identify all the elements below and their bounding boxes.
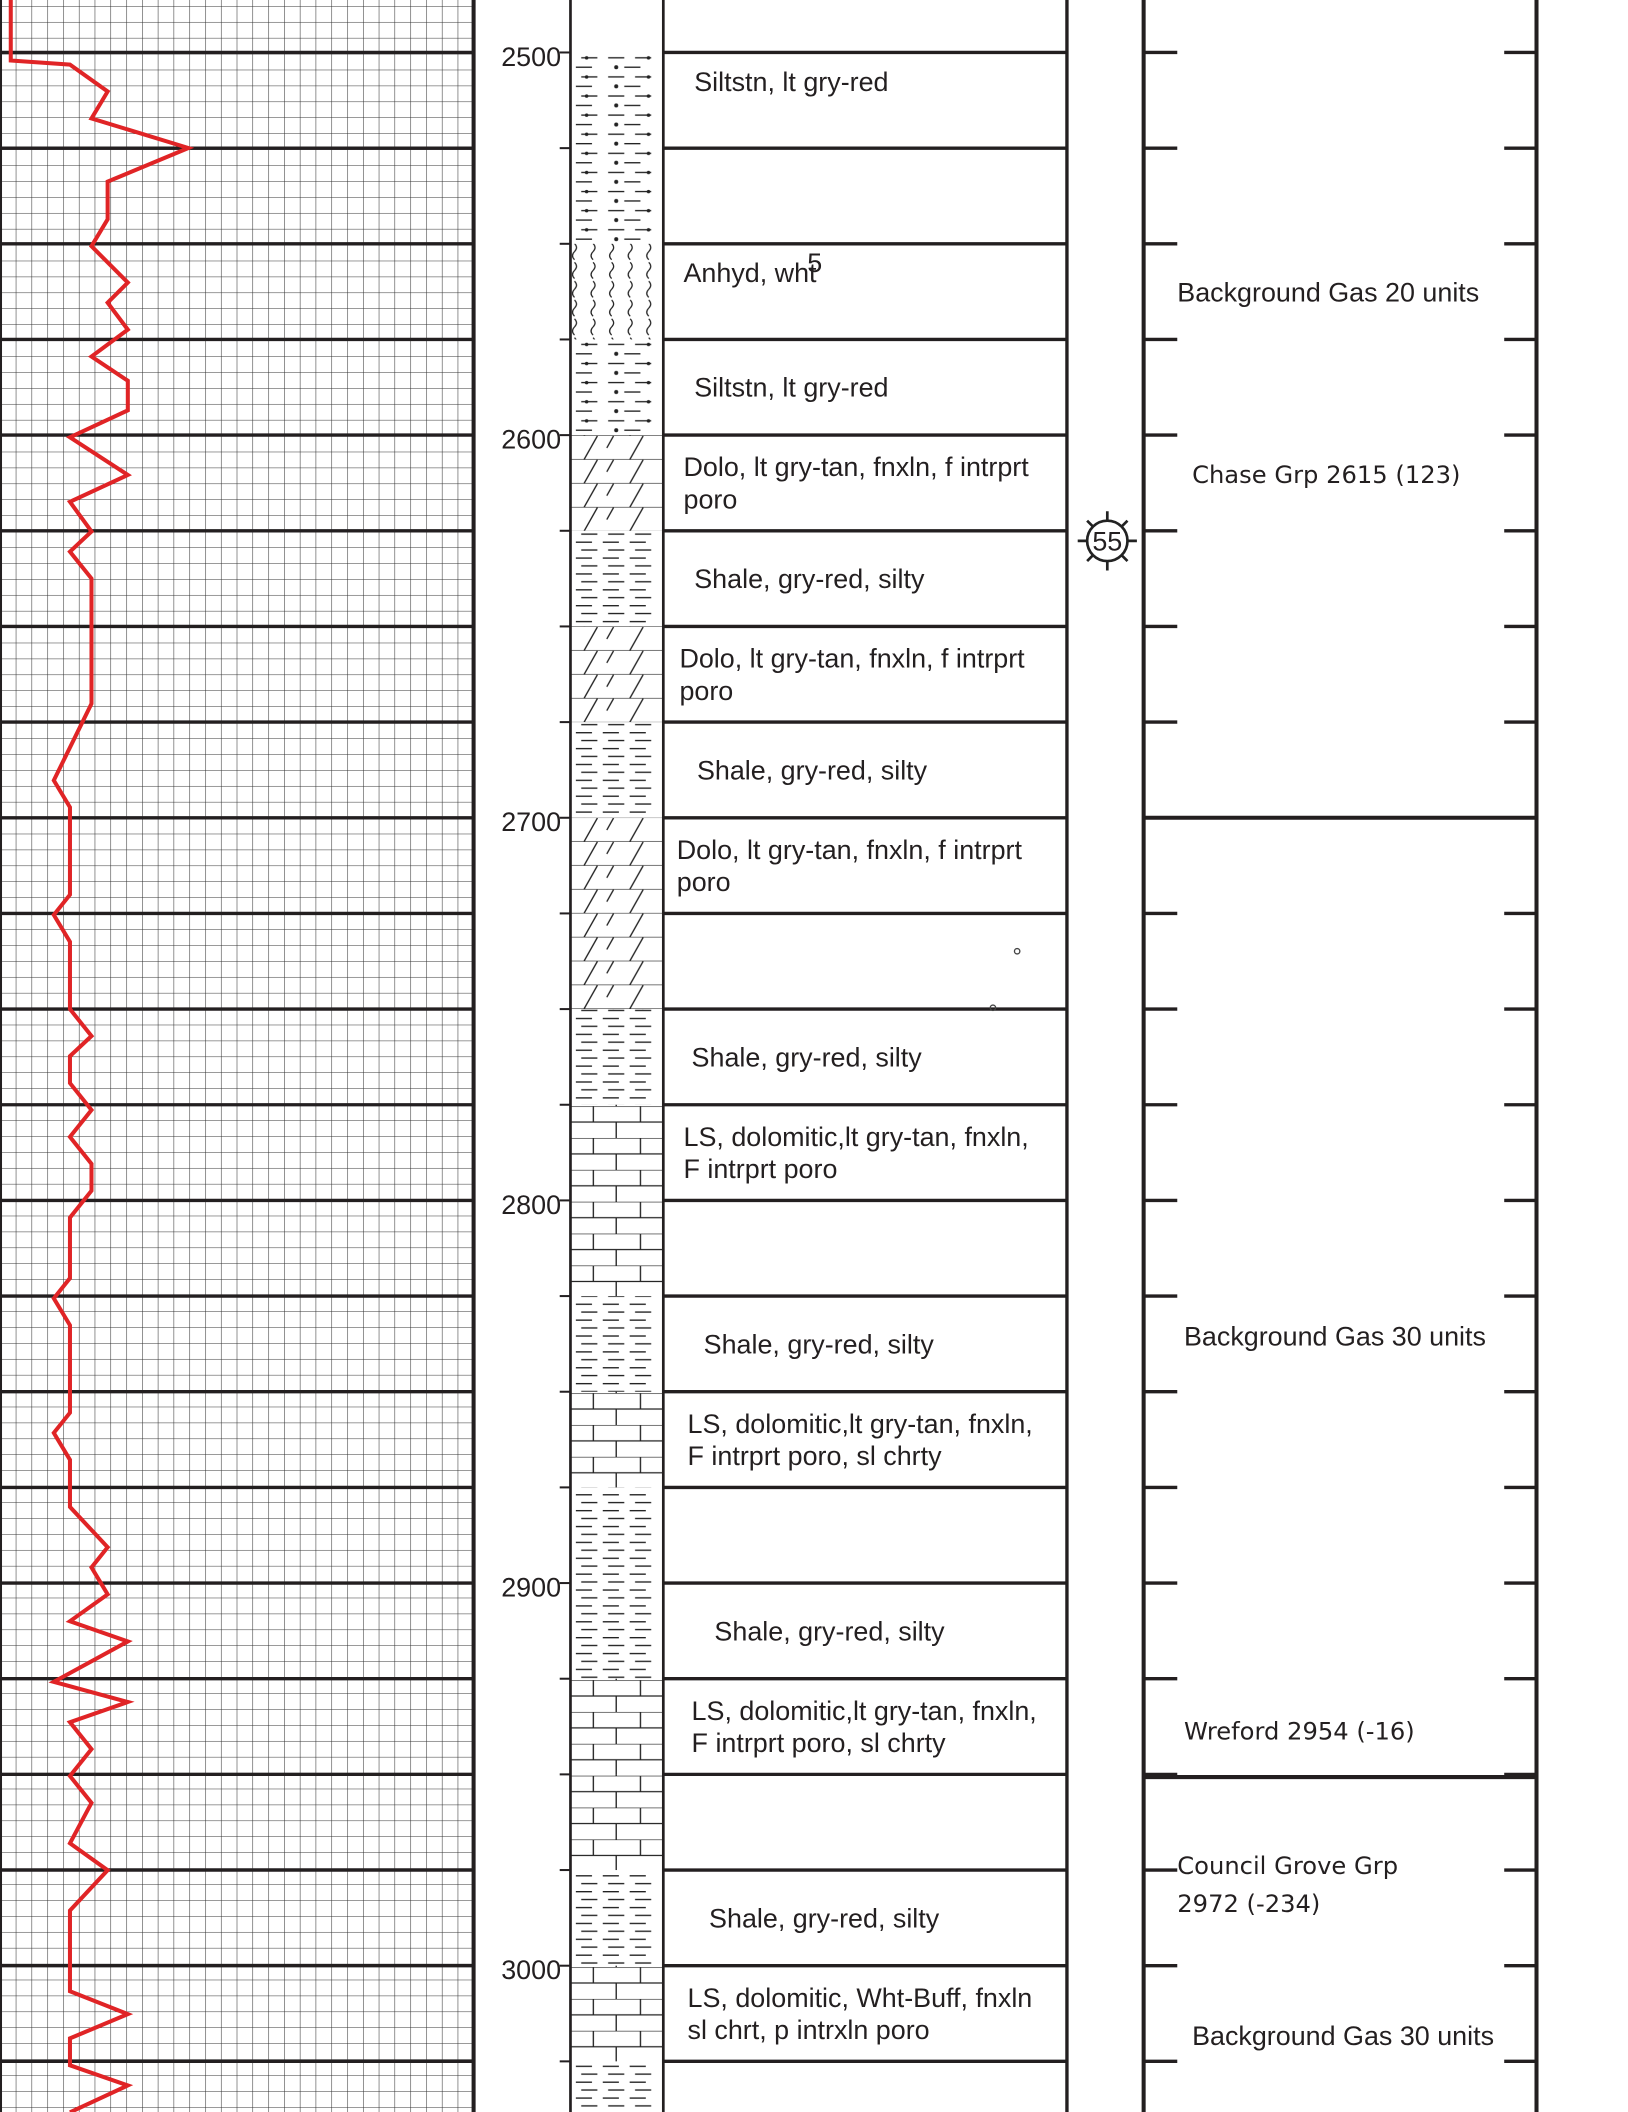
lith-fill <box>570 530 664 627</box>
depth-label: 2600 <box>501 425 561 455</box>
description: Shale, gry-red, silty <box>704 1329 935 1359</box>
description: Shale, gry-red, silty <box>714 1616 945 1646</box>
remark: 2972 (-234) <box>1177 1890 1320 1918</box>
remark: Background Gas 30 units <box>1192 2021 1494 2051</box>
remark: Council Grove Grp <box>1177 1852 1398 1880</box>
dot <box>1013 947 1021 955</box>
lith-fill <box>570 817 664 914</box>
description: F intrprt poro <box>683 1154 837 1184</box>
description: poro <box>683 485 737 515</box>
lith-fill <box>570 339 664 436</box>
depth-label: 2900 <box>501 1573 561 1603</box>
lith-fill <box>570 243 664 340</box>
description: poro <box>677 867 731 897</box>
log-curve <box>8 0 195 2112</box>
description: Shale, gry-red, silty <box>709 1903 940 1933</box>
lith-fill <box>570 722 664 818</box>
description: LS, dolomitic,lt gry-tan, fnxln, <box>683 1122 1028 1152</box>
lith-fill <box>570 1104 664 1201</box>
remark: Wreford 2954 (-16) <box>1184 1718 1415 1746</box>
description: poro <box>679 676 733 706</box>
remark: Background Gas 30 units <box>1184 1321 1486 1351</box>
lith-fill <box>570 1774 664 1871</box>
lith-fill <box>570 0 664 53</box>
lith-fill <box>570 1296 664 1392</box>
description: Siltstn, lt gry-red <box>694 67 888 97</box>
description: F intrprt poro, sl chrty <box>688 1441 943 1471</box>
lith-fill <box>570 1678 664 1775</box>
description: Siltstn, lt gry-red <box>694 373 888 403</box>
symbol-label: 55 <box>1092 526 1122 556</box>
row-lines <box>0 0 1539 2112</box>
lith-fill <box>570 2061 664 2112</box>
lith-fill <box>570 435 664 531</box>
depth-label: 2500 <box>501 42 561 72</box>
log-body: 55 5 2500 2600 2700 2800 2900 3000 Siltstn, lt… <box>0 0 1539 2112</box>
description: Shale, gry-red, silty <box>697 755 928 785</box>
description: F intrprt poro, sl chrty <box>692 1728 947 1758</box>
lith-fill <box>570 1870 664 1966</box>
lith-fill <box>570 1965 664 2062</box>
dot <box>989 1004 997 1012</box>
description: Shale, gry-red, silty <box>694 564 925 594</box>
description: sl chrt, p intrxln poro <box>688 2015 930 2045</box>
curve-grid <box>0 0 474 2112</box>
description: LS, dolomitic,lt gry-tan, fnxln, <box>688 1409 1033 1439</box>
description: LS, dolomitic, Wht-Buff, fnxln <box>688 1983 1033 2013</box>
remark: Chase Grp 2615 (123) <box>1192 461 1460 489</box>
description: Shale, gry-red, silty <box>692 1042 923 1072</box>
depth-label: 3000 <box>501 1955 561 1985</box>
lith-fill <box>570 1487 664 1584</box>
lith-fill <box>570 1391 664 1488</box>
stray-mark: 5 <box>807 248 822 278</box>
lith-fill <box>570 1009 664 1105</box>
lith-fill <box>570 913 664 1010</box>
description: Dolo, lt gry-tan, fnxln, f intrprt <box>683 452 1029 482</box>
description: Dolo, lt gry-tan, fnxln, f intrprt <box>679 644 1025 674</box>
symbol <box>1077 511 1137 571</box>
lith-fill <box>570 1583 664 1679</box>
lith-fill <box>570 52 664 149</box>
description: Anhyd, wht <box>683 258 817 288</box>
lithology-column <box>570 0 664 2112</box>
depth-label: 2800 <box>501 1190 561 1220</box>
lith-fill <box>570 1200 664 1297</box>
depth-label: 2700 <box>501 807 561 837</box>
lith-fill <box>570 148 664 244</box>
remark: Background Gas 20 units <box>1177 277 1479 307</box>
description: LS, dolomitic,lt gry-tan, fnxln, <box>692 1696 1037 1726</box>
description: Dolo, lt gry-tan, fnxln, f intrprt <box>677 835 1023 865</box>
lith-fill <box>570 626 664 723</box>
